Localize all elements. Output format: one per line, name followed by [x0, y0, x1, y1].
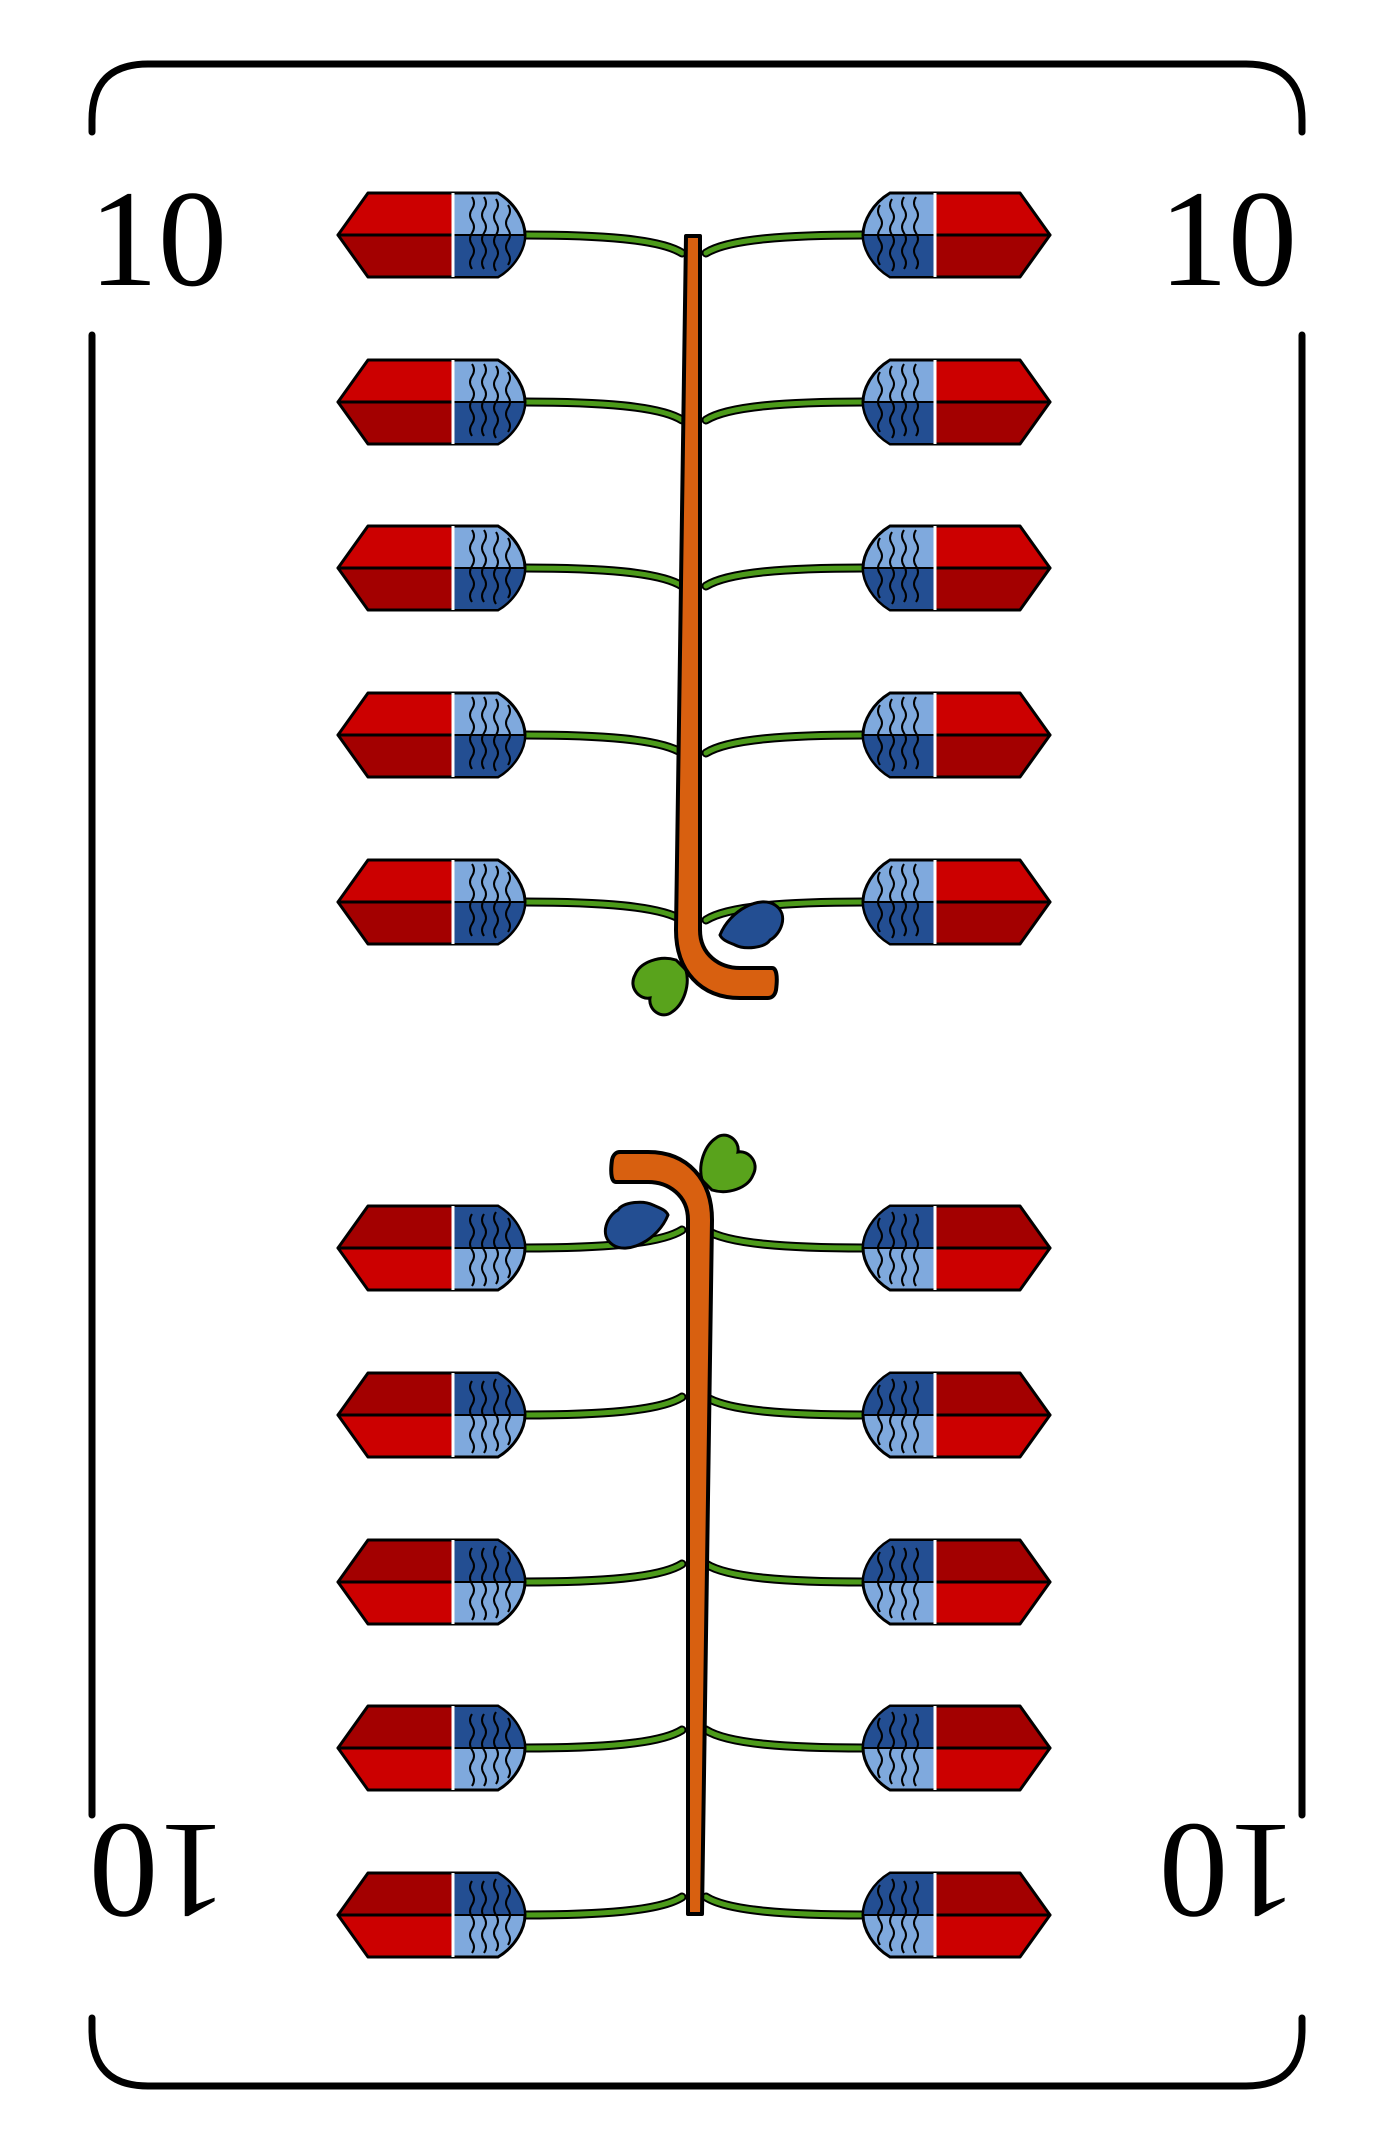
index-top-right: 10: [1159, 162, 1297, 315]
pip-group-bottom: [338, 1135, 1050, 1957]
pip-group-top: [338, 193, 1050, 1015]
card-frame: [88, 60, 1306, 2090]
index-bottom-right: 10: [1159, 1795, 1297, 1948]
index-bottom-left: 10: [89, 1795, 227, 1948]
index-top-left: 10: [89, 162, 227, 315]
